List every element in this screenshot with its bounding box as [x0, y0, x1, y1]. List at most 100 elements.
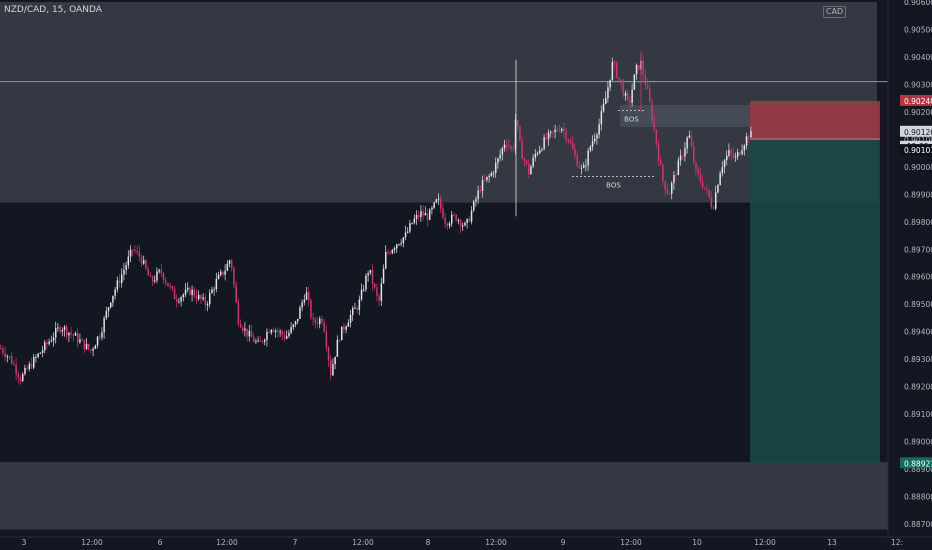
candle [327, 347, 330, 361]
bos-label: BOS [606, 181, 621, 189]
candle [675, 175, 677, 177]
candle [325, 331, 328, 348]
time-tick: 12:00 [754, 538, 776, 547]
target-price-label-bg [900, 457, 932, 469]
price-tick: 0.89500 [904, 300, 932, 309]
candle [226, 263, 229, 271]
candle [587, 150, 589, 166]
candle [666, 189, 669, 194]
candle [180, 297, 182, 302]
candle [554, 129, 556, 132]
candle [94, 345, 97, 349]
candle [653, 120, 655, 130]
candle [466, 218, 468, 223]
candle [184, 289, 187, 295]
candle [668, 193, 671, 195]
candle [352, 308, 354, 315]
candle [138, 251, 141, 257]
candle [200, 295, 202, 299]
candle [415, 215, 418, 219]
candle [380, 283, 383, 301]
candle [567, 139, 570, 142]
stop-price-label-bg [900, 94, 932, 106]
time-tick: 12:00 [352, 538, 374, 547]
candle [642, 60, 644, 75]
candle [730, 150, 732, 154]
candle [336, 339, 339, 357]
time-tick: 12:00 [81, 538, 103, 547]
price-tick: 0.88900 [904, 465, 932, 474]
price-tick: 0.89000 [904, 438, 932, 447]
candle [158, 269, 160, 272]
candle [266, 331, 268, 341]
candle [501, 148, 504, 155]
candle [217, 274, 220, 279]
candle [24, 367, 26, 374]
candle [437, 198, 440, 200]
candle [349, 314, 352, 323]
candle [662, 164, 664, 182]
candle [277, 330, 279, 332]
candle [83, 339, 86, 350]
candle [424, 213, 427, 216]
candle [396, 244, 398, 249]
candle [156, 271, 158, 281]
candle [17, 373, 20, 378]
candle [112, 295, 114, 303]
price-tick: 0.90200 [904, 108, 932, 117]
candle [2, 348, 4, 354]
candle [13, 363, 15, 365]
candle [728, 150, 730, 156]
candle [308, 292, 310, 301]
candle [503, 144, 506, 149]
candle [310, 300, 312, 318]
time-tick: 7 [293, 538, 298, 547]
candle [745, 136, 748, 146]
price-tick: 0.89300 [904, 355, 932, 364]
candle [422, 211, 424, 216]
candle [451, 214, 453, 224]
candle [220, 271, 222, 275]
candle [686, 137, 688, 149]
candle [365, 275, 367, 290]
candle [655, 129, 658, 145]
candle [132, 249, 134, 251]
candle [224, 270, 226, 275]
candle [288, 332, 290, 337]
candle [611, 61, 614, 80]
candle [70, 332, 72, 335]
candle [332, 364, 334, 376]
price-tick: 0.89400 [904, 328, 932, 337]
candle [30, 363, 33, 368]
candle [580, 167, 583, 169]
candle [15, 364, 17, 374]
currency-badge[interactable]: CAD [823, 6, 847, 18]
candle [638, 65, 640, 70]
candle [231, 260, 233, 268]
candle [182, 294, 185, 298]
candle [690, 135, 693, 147]
candle [52, 337, 55, 341]
candle [28, 363, 31, 370]
candle [118, 280, 121, 284]
candle [0, 348, 2, 350]
candle [464, 222, 466, 226]
candle [541, 149, 543, 151]
candle [578, 165, 581, 168]
candle [246, 328, 248, 337]
candle [497, 158, 499, 163]
candle [338, 339, 341, 341]
candle [404, 232, 407, 238]
candle [233, 267, 235, 285]
candle [382, 268, 385, 284]
price-tick: 0.90400 [904, 53, 932, 62]
candle [253, 337, 255, 342]
candle [539, 149, 541, 154]
candle [479, 190, 482, 192]
candle [748, 136, 750, 138]
candle [596, 134, 598, 139]
candle [677, 160, 680, 176]
candle [371, 269, 374, 284]
